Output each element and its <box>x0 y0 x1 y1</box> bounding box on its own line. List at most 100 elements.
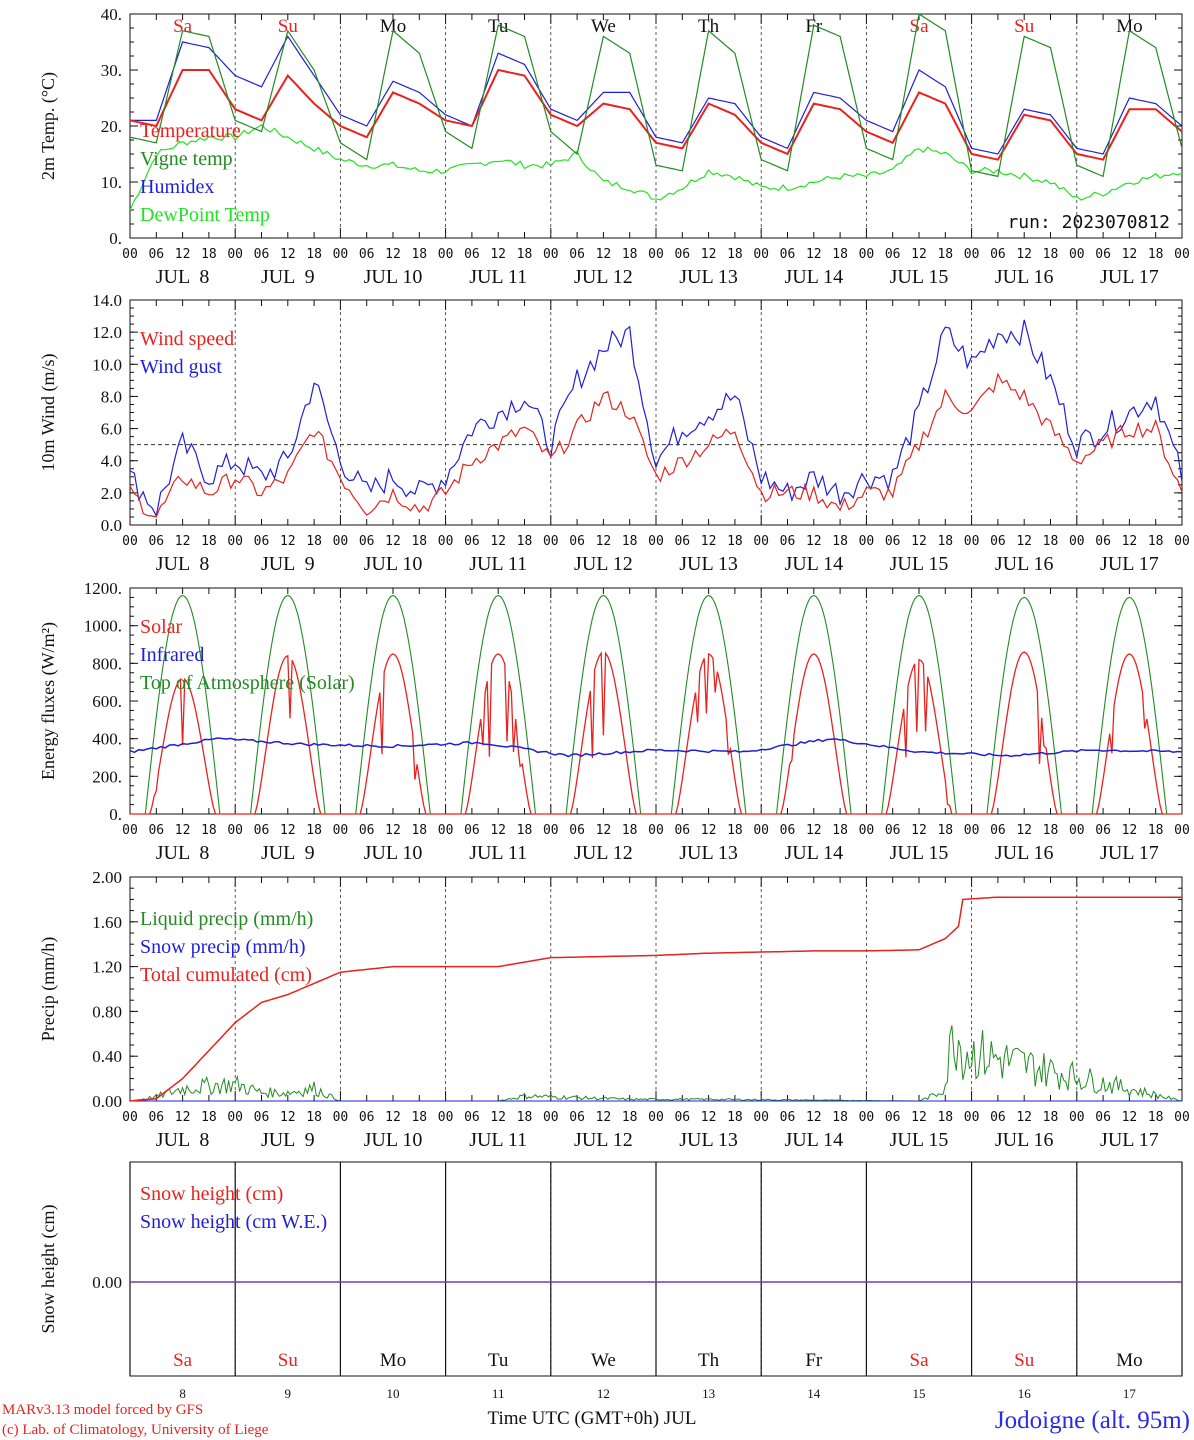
x-tick-label: 12 <box>806 247 822 262</box>
x-tick-label: 12 <box>701 1110 717 1125</box>
date-label: JUL 15 <box>890 842 949 864</box>
x-tick-label: 18 <box>306 247 322 262</box>
y-tick-label: 200. <box>92 767 122 786</box>
x-tick-label: 12 <box>911 1110 927 1125</box>
weekday-label: Sa <box>910 16 930 37</box>
x-tick-label: 18 <box>517 823 533 838</box>
x-tick-label: 18 <box>937 247 953 262</box>
x-tick-label: 00 <box>438 1110 454 1125</box>
x-tick-label: 18 <box>1043 823 1059 838</box>
x-tick-label: 00 <box>648 1110 664 1125</box>
x-tick-label: 00 <box>227 247 243 262</box>
date-label: JUL 15 <box>890 266 949 288</box>
x-tick-label: 12 <box>1016 823 1032 838</box>
weekday-label: Su <box>1014 1350 1035 1371</box>
date-label: JUL 13 <box>679 1129 738 1151</box>
x-tick-label: 00 <box>333 534 349 549</box>
x-tick-label: 18 <box>832 823 848 838</box>
x-tick-label: 18 <box>937 534 953 549</box>
y-tick-label: 0.00 <box>92 1273 122 1292</box>
x-tick-label: 06 <box>674 247 690 262</box>
y-tick-label: 2.0 <box>101 484 122 503</box>
x-tick-label: 18 <box>411 247 427 262</box>
date-label: JUL 12 <box>574 266 633 288</box>
x-tick-label: 06 <box>464 823 480 838</box>
x-tick-label: 18 <box>1148 247 1164 262</box>
x-tick-label: 00 <box>1069 247 1085 262</box>
x-tick-label: 18 <box>306 534 322 549</box>
date-label: JUL 8 <box>156 842 210 864</box>
x-tick-label: 00 <box>859 247 875 262</box>
x-tick-label: 00 <box>964 247 980 262</box>
date-label: JUL 8 <box>156 1129 210 1151</box>
y-tick-label: 1.60 <box>92 913 122 932</box>
day-number: 14 <box>807 1386 821 1401</box>
x-tick-label: 18 <box>937 1110 953 1125</box>
date-label: JUL 15 <box>890 553 949 575</box>
x-tick-label: 12 <box>175 1110 191 1125</box>
day-number: 13 <box>702 1386 715 1401</box>
date-label: JUL 10 <box>364 553 423 575</box>
x-tick-label: 12 <box>490 534 506 549</box>
x-tick-label: 18 <box>622 534 638 549</box>
x-tick-label: 12 <box>280 823 296 838</box>
x-tick-label: 12 <box>701 823 717 838</box>
x-tick-label: 00 <box>1069 823 1085 838</box>
y-tick-label: 800. <box>92 654 122 673</box>
x-tick-label: 18 <box>517 247 533 262</box>
date-label: JUL 16 <box>995 1129 1054 1151</box>
date-label: JUL 13 <box>679 553 738 575</box>
x-tick-label: 18 <box>411 1110 427 1125</box>
y-axis-label: Energy fluxes (W/m²) <box>38 622 59 780</box>
y-axis-label: 10m Wind (m/s) <box>38 354 59 472</box>
x-tick-label: 00 <box>333 823 349 838</box>
x-tick-label: 00 <box>438 534 454 549</box>
x-tick-label: 00 <box>1174 534 1190 549</box>
x-tick-label: 06 <box>148 823 164 838</box>
x-tick-label: 18 <box>727 534 743 549</box>
x-tick-label: 00 <box>122 247 138 262</box>
x-tick-label: 06 <box>569 1110 585 1125</box>
date-label: JUL 16 <box>995 842 1054 864</box>
y-tick-label: 6.0 <box>101 420 122 439</box>
x-tick-label: 12 <box>385 247 401 262</box>
weekday-label: Su <box>278 16 299 37</box>
y-axis-label: Precip (mm/h) <box>38 937 59 1041</box>
weekday-label: Mo <box>1116 16 1142 37</box>
x-tick-label: 00 <box>1069 1110 1085 1125</box>
x-tick-label: 06 <box>885 534 901 549</box>
date-label: JUL 11 <box>469 1129 527 1151</box>
date-label: JUL 13 <box>679 842 738 864</box>
y-tick-label: 0.00 <box>92 1092 122 1111</box>
y-tick-label: 400. <box>92 730 122 749</box>
date-label: JUL 17 <box>1100 266 1159 288</box>
date-label: JUL 10 <box>364 842 423 864</box>
x-tick-label: 06 <box>780 1110 796 1125</box>
x-tick-label: 12 <box>1122 1110 1138 1125</box>
x-tick-label: 06 <box>464 1110 480 1125</box>
x-tick-label: 18 <box>832 247 848 262</box>
y-tick-label: 40. <box>101 5 122 24</box>
x-tick-label: 06 <box>359 247 375 262</box>
legend-entry: Snow height (cm) <box>140 1183 283 1205</box>
x-tick-label: 12 <box>806 823 822 838</box>
x-tick-label: 18 <box>1043 534 1059 549</box>
legend-entry: Top of Atmosphere (Solar) <box>140 672 355 694</box>
x-tick-label: 18 <box>937 823 953 838</box>
y-tick-label: 4.0 <box>101 452 122 471</box>
day-number: 15 <box>913 1386 926 1401</box>
weekday-label: Th <box>698 1350 720 1371</box>
x-tick-label: 00 <box>122 1110 138 1125</box>
x-tick-label: 00 <box>1174 247 1190 262</box>
x-tick-label: 00 <box>438 247 454 262</box>
weekday-label: Tu <box>488 1350 509 1371</box>
x-tick-label: 12 <box>596 823 612 838</box>
x-tick-label: 06 <box>569 823 585 838</box>
panel-5: 0.00 Sa 8 Su 9 Mo 10 Tu 11 We 12 Th 13 Fr 14 Sa 15 Su 16 Mo… <box>38 1161 1183 1401</box>
x-tick-label: 00 <box>753 1110 769 1125</box>
series-line-wind-speed <box>129 372 1183 518</box>
y-tick-label: 14.0 <box>92 291 122 310</box>
day-number: 17 <box>1123 1386 1137 1401</box>
x-tick-label: 18 <box>1148 1110 1164 1125</box>
x-tick-label: 12 <box>701 247 717 262</box>
